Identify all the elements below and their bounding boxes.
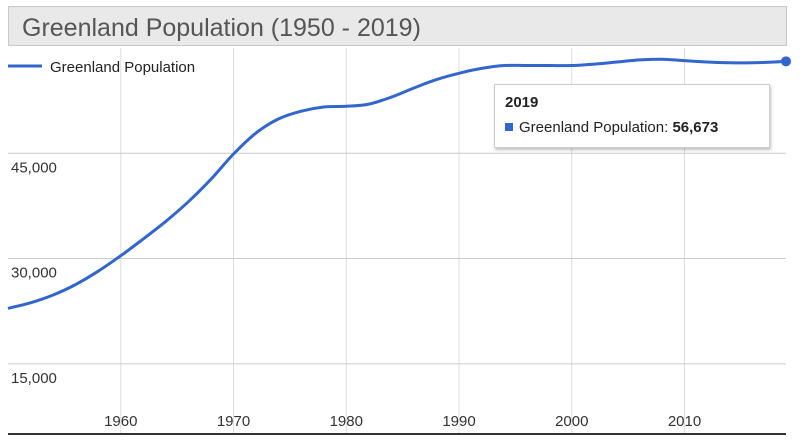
- tooltip-series-label: Greenland Population:: [519, 119, 669, 136]
- x-tick-label-2000: 2000: [555, 413, 588, 430]
- horizontal-gridlines: [8, 152, 786, 365]
- chart-title-bar: Greenland Population (1950 - 2019): [8, 6, 787, 46]
- y-tick-label-45000: 45,000: [11, 159, 57, 176]
- x-tick-label-1970: 1970: [217, 413, 250, 430]
- y-tick-label-30000: 30,000: [11, 265, 57, 282]
- series-line-greenland-population[interactable]: [7, 57, 787, 310]
- y-tick-label-15000: 15,000: [11, 370, 57, 387]
- tooltip-row: Greenland Population: 56,673: [505, 119, 718, 136]
- tooltip-value: 56,673: [672, 119, 719, 136]
- x-tick-label-1990: 1990: [442, 413, 475, 430]
- chart-title: Greenland Population (1950 - 2019): [22, 14, 421, 42]
- highlighted-point-2019[interactable]: [781, 56, 791, 67]
- tooltip-year: 2019: [505, 94, 539, 111]
- tooltip-series-swatch: [505, 123, 513, 131]
- y-axis-ticks: 15,000 30,000 45,000: [11, 159, 57, 387]
- legend-label: Greenland Population: [50, 59, 195, 76]
- tooltip: 2019 Greenland Population: 56,673: [494, 84, 770, 148]
- legend[interactable]: Greenland Population: [8, 59, 195, 76]
- x-axis-ticks: 1960 1970 1980 1990 2000 2010: [104, 413, 701, 430]
- x-tick-label-1960: 1960: [104, 413, 137, 430]
- x-tick-label-2010: 2010: [668, 413, 701, 430]
- x-tick-label-1980: 1980: [330, 413, 363, 430]
